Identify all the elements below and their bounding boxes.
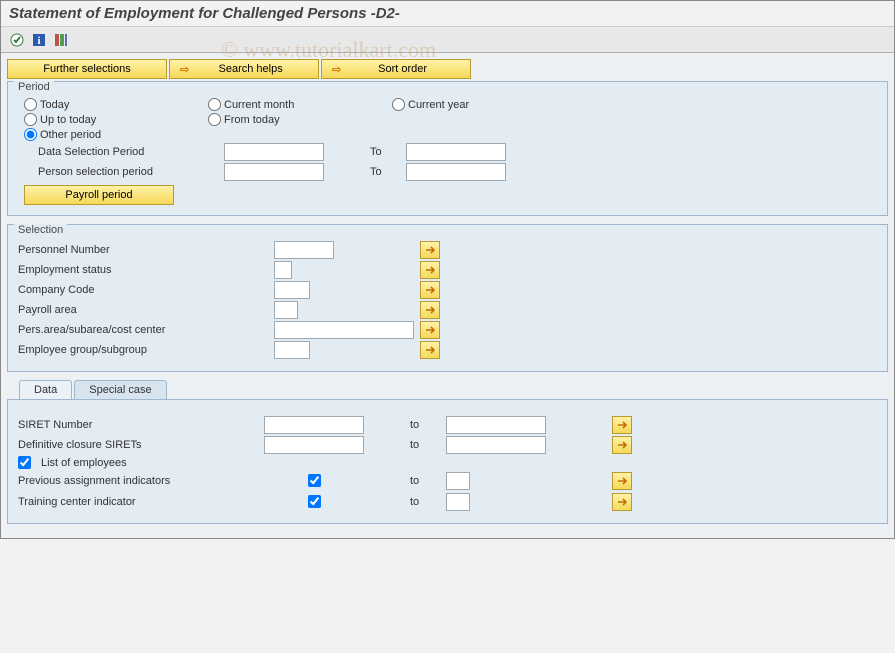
radio-current-year[interactable]: Current year — [392, 98, 572, 111]
person-selection-to-input[interactable] — [406, 163, 506, 181]
radio-today-label: Today — [40, 99, 69, 111]
payroll-period-button[interactable]: Payroll period — [24, 185, 174, 205]
tab-data[interactable]: Data — [19, 380, 72, 399]
tab-data-body: SIRET Number to Definitive closure SIRET… — [7, 399, 888, 524]
radio-other-period[interactable]: Other period — [24, 128, 204, 141]
payroll-area-label: Payroll area — [18, 304, 268, 316]
to-label: to — [410, 419, 440, 431]
prev-assignment-multi-button[interactable] — [612, 472, 632, 490]
variant-icon[interactable] — [53, 32, 69, 48]
radio-current-month-input[interactable] — [208, 98, 221, 111]
pers-area-multi-button[interactable] — [420, 321, 440, 339]
radio-up-to-today-input[interactable] — [24, 113, 37, 126]
to-label: to — [410, 439, 440, 451]
to-label: To — [370, 166, 400, 178]
training-to-input[interactable] — [446, 493, 470, 511]
radio-other-period-input[interactable] — [24, 128, 37, 141]
selection-group: Selection Personnel Number Employment st… — [7, 224, 888, 372]
company-code-multi-button[interactable] — [420, 281, 440, 299]
radio-today[interactable]: Today — [24, 98, 204, 111]
payroll-area-multi-button[interactable] — [420, 301, 440, 319]
closure-to-input[interactable] — [446, 436, 546, 454]
data-selection-to-input[interactable] — [406, 143, 506, 161]
search-helps-button[interactable]: ⇨ Search helps — [169, 59, 319, 79]
selection-buttons-row: Further selections ⇨ Search helps ⇨ Sort… — [7, 59, 888, 79]
training-from-checkbox[interactable] — [308, 495, 321, 508]
radio-up-to-today-label: Up to today — [40, 114, 96, 126]
radio-current-month[interactable]: Current month — [208, 98, 388, 111]
personnel-number-label: Personnel Number — [18, 244, 268, 256]
training-center-label: Training center indicator — [18, 496, 258, 508]
execute-icon[interactable] — [9, 32, 25, 48]
radio-up-to-today[interactable]: Up to today — [24, 113, 204, 126]
radio-other-period-label: Other period — [40, 129, 101, 141]
sort-order-button[interactable]: ⇨ Sort order — [321, 59, 471, 79]
data-selection-period-label: Data Selection Period — [38, 146, 218, 158]
training-multi-button[interactable] — [612, 493, 632, 511]
radio-from-today[interactable]: From today — [208, 113, 388, 126]
radio-from-today-label: From today — [224, 114, 280, 126]
prev-assignment-from-checkbox[interactable] — [308, 474, 321, 487]
arrow-right-icon: ⇨ — [180, 63, 189, 76]
employment-status-multi-button[interactable] — [420, 261, 440, 279]
employment-status-input[interactable] — [274, 261, 292, 279]
selection-group-title: Selection — [14, 224, 67, 236]
company-code-input[interactable] — [274, 281, 310, 299]
tab-special-case[interactable]: Special case — [74, 380, 166, 399]
period-group: Period Today Current month Current year — [7, 81, 888, 216]
employee-group-label: Employee group/subgroup — [18, 344, 268, 356]
closure-from-input[interactable] — [264, 436, 364, 454]
data-selection-from-input[interactable] — [224, 143, 324, 161]
siret-multi-button[interactable] — [612, 416, 632, 434]
personnel-number-input[interactable] — [274, 241, 334, 259]
radio-current-year-label: Current year — [408, 99, 469, 111]
closure-multi-button[interactable] — [612, 436, 632, 454]
radio-current-year-input[interactable] — [392, 98, 405, 111]
employee-group-multi-button[interactable] — [420, 341, 440, 359]
company-code-label: Company Code — [18, 284, 268, 296]
list-employees-label: List of employees — [41, 457, 127, 469]
info-icon[interactable]: i — [31, 32, 47, 48]
closure-sirets-label: Definitive closure SIRETs — [18, 439, 258, 451]
to-label: to — [410, 475, 440, 487]
further-selections-button[interactable]: Further selections — [7, 59, 167, 79]
radio-from-today-input[interactable] — [208, 113, 221, 126]
app-toolbar: i — [1, 27, 894, 53]
radio-today-input[interactable] — [24, 98, 37, 111]
search-helps-label: Search helps — [193, 63, 308, 75]
sort-order-label: Sort order — [345, 63, 460, 75]
siret-number-label: SIRET Number — [18, 419, 258, 431]
siret-from-input[interactable] — [264, 416, 364, 434]
employee-group-input[interactable] — [274, 341, 310, 359]
personnel-number-multi-button[interactable] — [420, 241, 440, 259]
to-label: To — [370, 146, 400, 158]
list-employees-checkbox[interactable] — [18, 456, 31, 469]
to-label: to — [410, 496, 440, 508]
prev-assignment-label: Previous assignment indicators — [18, 475, 258, 487]
payroll-area-input[interactable] — [274, 301, 298, 319]
prev-assignment-to-input[interactable] — [446, 472, 470, 490]
siret-to-input[interactable] — [446, 416, 546, 434]
person-selection-from-input[interactable] — [224, 163, 324, 181]
payroll-period-label: Payroll period — [65, 189, 132, 201]
further-selections-label: Further selections — [43, 63, 130, 75]
period-group-title: Period — [14, 81, 54, 93]
pers-area-input[interactable] — [274, 321, 414, 339]
content-area: Further selections ⇨ Search helps ⇨ Sort… — [1, 53, 894, 538]
arrow-right-icon: ⇨ — [332, 63, 341, 76]
svg-text:i: i — [37, 35, 40, 47]
pers-area-label: Pers.area/subarea/cost center — [18, 324, 268, 336]
person-selection-period-label: Person selection period — [38, 166, 218, 178]
employment-status-label: Employment status — [18, 264, 268, 276]
radio-current-month-label: Current month — [224, 99, 294, 111]
page-title: Statement of Employment for Challenged P… — [1, 1, 894, 27]
tab-strip: Data Special case — [19, 380, 888, 399]
